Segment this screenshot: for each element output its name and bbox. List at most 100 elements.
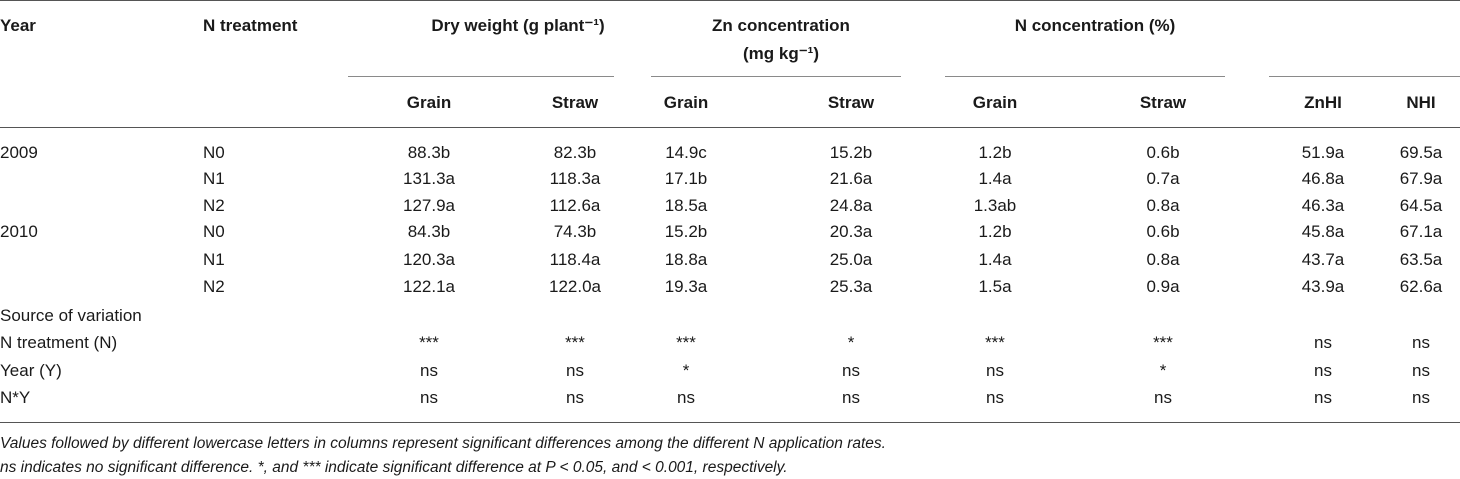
table-cell: 63.5a	[1399, 250, 1443, 269]
table-cell: 74.3b	[553, 222, 597, 241]
table-cell: 24.8a	[829, 196, 873, 215]
sov-cell: ns	[566, 361, 584, 380]
table-cell: 25.0a	[829, 250, 873, 269]
table-cell: 43.7a	[1301, 250, 1345, 269]
sov-cell: ns	[1314, 361, 1332, 380]
sov-cell: *	[1159, 361, 1167, 380]
n-conc-rule	[945, 76, 1225, 77]
table-cell: 43.9a	[1301, 277, 1345, 296]
table-cell: 127.9a	[403, 196, 455, 215]
table-cell: 122.0a	[549, 277, 601, 296]
sov-cell: ns	[1412, 333, 1430, 352]
sov-cell: ***	[419, 333, 439, 352]
sov-cell: ns	[986, 361, 1004, 380]
hi-rule	[1269, 76, 1460, 77]
table-cell: 46.8a	[1301, 169, 1345, 188]
table-cell: 69.5a	[1399, 143, 1443, 162]
sov-cell: ***	[985, 333, 1005, 352]
sov-cell: ***	[1153, 333, 1173, 352]
subheader-4: Grain	[972, 93, 1018, 112]
subheader-7: NHI	[1406, 93, 1436, 112]
table-cell: 20.3a	[829, 222, 873, 241]
table-cell: 0.9a	[1146, 277, 1180, 296]
table-cell: 17.1b	[664, 169, 708, 188]
table-cell: 1.4a	[978, 169, 1012, 188]
sov-cell: ns	[566, 388, 584, 407]
table-cell: 18.5a	[664, 196, 708, 215]
dry-weight-rule	[348, 76, 614, 77]
table-cell: 122.1a	[403, 277, 455, 296]
sov-cell: *	[682, 361, 690, 380]
table-cell: 118.4a	[549, 250, 601, 269]
sov-cell: *	[847, 333, 855, 352]
sov-cell: ns	[1314, 333, 1332, 352]
sov-label: N treatment (N)	[0, 333, 118, 352]
header-zn-conc-2: (mg kg⁻¹)	[742, 44, 820, 63]
row-treatment: N0	[203, 222, 225, 241]
table-cell: 82.3b	[553, 143, 597, 162]
table-cell: 14.9c	[665, 143, 707, 162]
sov-label: N*Y	[0, 388, 31, 407]
zn-conc-rule	[651, 76, 901, 77]
sov-cell: ns	[842, 361, 860, 380]
subheader-3: Straw	[827, 93, 875, 112]
table-cell: 84.3b	[407, 222, 451, 241]
table-cell: 62.6a	[1399, 277, 1443, 296]
subheader-6: ZnHI	[1304, 93, 1342, 112]
row-year: 2010	[0, 222, 38, 241]
table-top-rule	[0, 0, 1460, 1]
sov-cell: ns	[1154, 388, 1172, 407]
table-cell: 118.3a	[549, 169, 601, 188]
table-cell: 67.1a	[1399, 222, 1443, 241]
footnote-1: Values followed by different lowercase l…	[0, 435, 886, 452]
header-dry-weight: Dry weight (g plant⁻¹)	[431, 16, 605, 35]
sov-cell: ns	[420, 361, 438, 380]
table-cell: 15.2b	[829, 143, 873, 162]
row-treatment: N1	[203, 169, 225, 188]
table-cell: 15.2b	[664, 222, 708, 241]
header-n-treatment: N treatment	[203, 16, 298, 35]
sov-cell: ***	[676, 333, 696, 352]
sov-cell: ***	[565, 333, 585, 352]
table-cell: 131.3a	[403, 169, 455, 188]
sov-cell: ns	[842, 388, 860, 407]
table-cell: 88.3b	[407, 143, 451, 162]
sov-cell: ns	[420, 388, 438, 407]
header-n-conc: N concentration (%)	[1014, 16, 1176, 35]
table-bottom-rule	[0, 422, 1460, 423]
row-treatment: N2	[203, 277, 225, 296]
footnote-2: ns indicates no significant difference. …	[0, 459, 788, 476]
sov-cell: ns	[677, 388, 695, 407]
table-cell: 0.8a	[1146, 196, 1180, 215]
table-cell: 0.6b	[1146, 143, 1180, 162]
row-treatment: N2	[203, 196, 225, 215]
table-cell: 0.6b	[1146, 222, 1180, 241]
subheader-0: Grain	[406, 93, 452, 112]
table-cell: 25.3a	[829, 277, 873, 296]
row-treatment: N1	[203, 250, 225, 269]
header-bottom-rule	[0, 127, 1460, 128]
table-cell: 0.8a	[1146, 250, 1180, 269]
table-cell: 120.3a	[403, 250, 455, 269]
table-cell: 46.3a	[1301, 196, 1345, 215]
subheader-1: Straw	[551, 93, 599, 112]
row-treatment: N0	[203, 143, 225, 162]
sov-cell: ns	[1412, 388, 1430, 407]
row-year: 2009	[0, 143, 38, 162]
table-cell: 1.4a	[978, 250, 1012, 269]
table-cell: 18.8a	[664, 250, 708, 269]
table-cell: 19.3a	[664, 277, 708, 296]
sov-label: Year (Y)	[0, 361, 62, 380]
header-zn-conc-1: Zn concentration	[712, 16, 850, 35]
table-cell: 21.6a	[829, 169, 873, 188]
table-cell: 1.3ab	[973, 196, 1017, 215]
table-cell: 112.6a	[549, 196, 601, 215]
table-cell: 1.2b	[978, 222, 1012, 241]
source-of-variation-label: Source of variation	[0, 306, 142, 325]
subheader-5: Straw	[1139, 93, 1187, 112]
sov-cell: ns	[1314, 388, 1332, 407]
sov-cell: ns	[1412, 361, 1430, 380]
table-cell: 51.9a	[1301, 143, 1345, 162]
subheader-2: Grain	[663, 93, 709, 112]
table-cell: 1.5a	[978, 277, 1012, 296]
